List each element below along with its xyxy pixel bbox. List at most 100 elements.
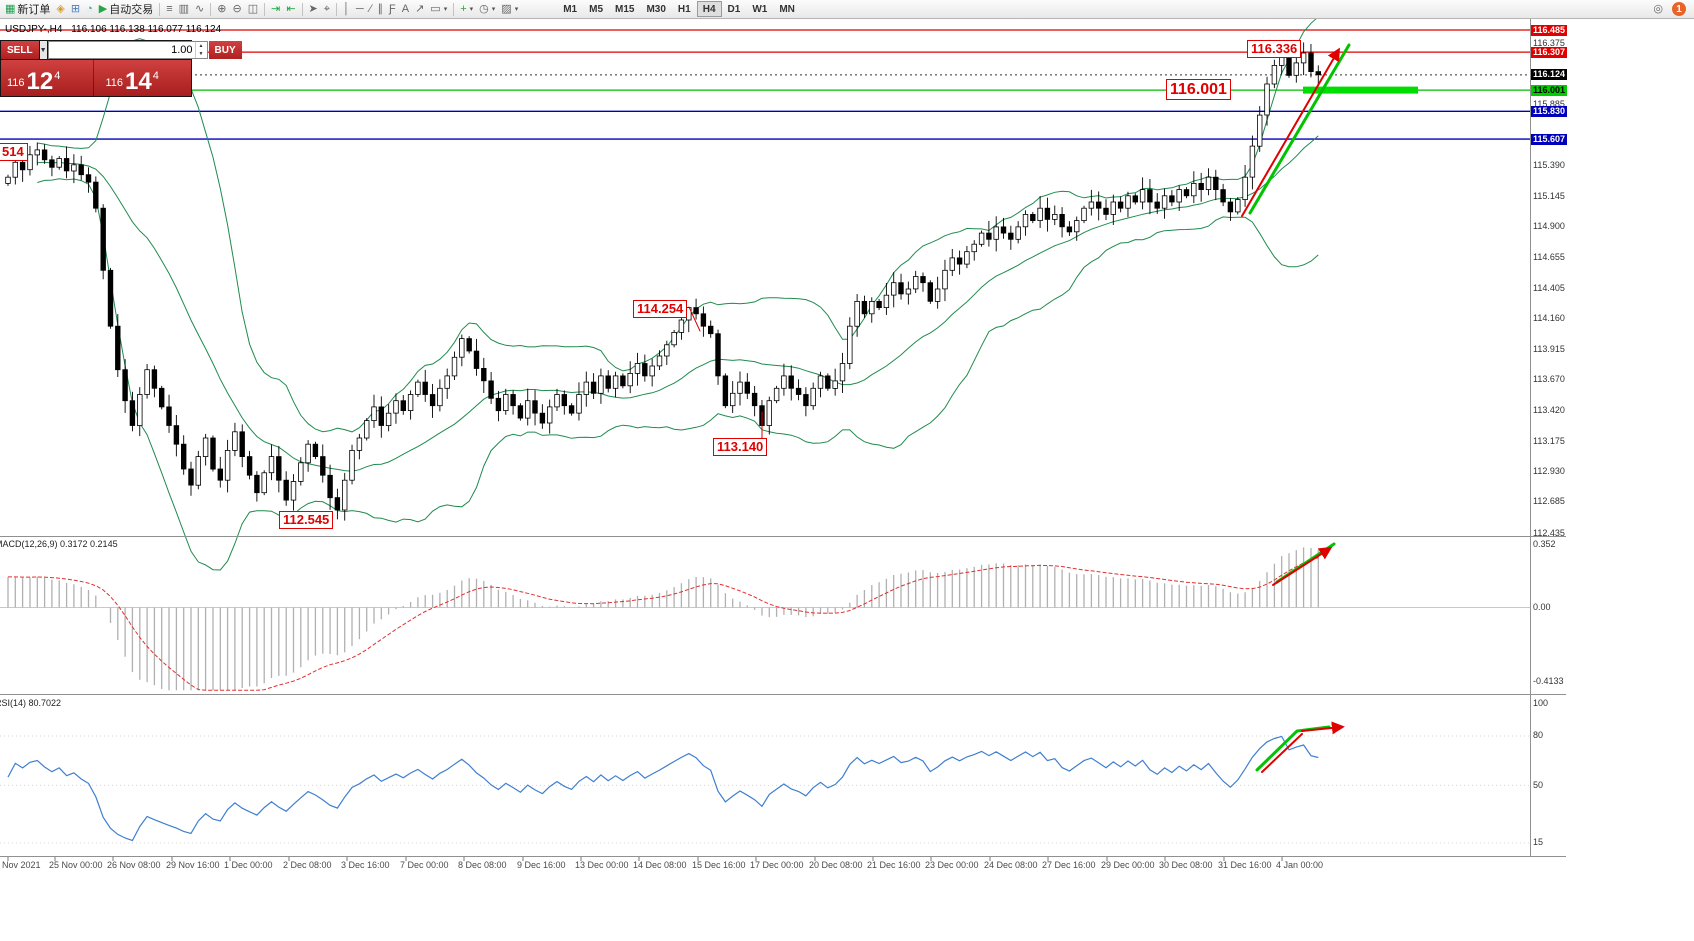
- timeframe-h4-button[interactable]: H4: [696, 1, 722, 17]
- timeframe-m5-button[interactable]: M5: [583, 1, 609, 17]
- candlestick-chart-icon: ▥: [178, 3, 190, 15]
- toolbar-separator: [301, 2, 303, 16]
- symbol-name: USDJPY-,H4: [5, 24, 63, 35]
- macd-layer: [0, 547, 1530, 691]
- periods-icon[interactable]: ◷ ▾: [476, 1, 498, 17]
- dropdown-arrow-icon[interactable]: ▾: [469, 6, 474, 13]
- volume-up-icon[interactable]: ▲: [198, 43, 204, 49]
- buy-price-sup: 4: [152, 70, 159, 82]
- arrow-object-icon[interactable]: ↗: [412, 1, 427, 17]
- one-click-trading-panel: SELL ▼ ▲ ▼ BUY 116 12 4 116 14 4: [0, 40, 242, 97]
- chart-shift-icon: ⇤: [286, 3, 296, 15]
- bollinger-bands-layer: [37, 16, 1319, 571]
- sell-price[interactable]: 116 12 4: [1, 60, 93, 96]
- auto-scroll-icon[interactable]: ⇥: [268, 1, 283, 17]
- toolbar-separator: [264, 2, 266, 16]
- toolbar-separator: [453, 2, 455, 16]
- sell-button[interactable]: SELL: [1, 41, 39, 59]
- auto-trading-button-icon: ▶: [98, 3, 108, 15]
- tile-windows-icon[interactable]: ◫: [245, 1, 261, 17]
- buy-price-prefix: 116: [105, 77, 124, 89]
- dropdown-arrow-icon[interactable]: ▾: [514, 6, 519, 13]
- bar-chart-icon: ≡: [166, 3, 173, 15]
- templates-icon[interactable]: ▨ ▾: [498, 1, 521, 17]
- buy-price-pips: 14: [125, 68, 152, 95]
- equidistant-channel-icon: ∥: [377, 3, 383, 15]
- tile-windows-icon: ◫: [247, 3, 259, 15]
- price-annotation[interactable]: 116.336: [1247, 40, 1302, 58]
- macd-label: MACD(12,26,9) 0.3172 0.2145: [0, 539, 118, 549]
- volume-input[interactable]: [48, 42, 195, 58]
- zoom-in-icon[interactable]: ⊕: [214, 1, 229, 17]
- line-chart-icon[interactable]: ∿: [192, 1, 207, 17]
- auto-trading-button[interactable]: ▶ 自动交易: [96, 1, 156, 17]
- symbol-ohlc-values: 116.106 116.138 116.077 116.124: [71, 24, 222, 35]
- zoom-out-icon[interactable]: ⊖: [229, 1, 244, 17]
- crosshair-icon: ⌖: [323, 3, 330, 15]
- trendline-icon: ∕: [369, 3, 372, 15]
- candles-layer: [5, 42, 1321, 521]
- alert-icon[interactable]: ◔: [83, 1, 96, 17]
- timeframe-m30-button[interactable]: M30: [640, 1, 671, 17]
- zoom-out-icon: ⊖: [232, 3, 242, 15]
- toolbar-separator: [210, 2, 212, 16]
- text-label-icon[interactable]: A: [399, 1, 412, 17]
- price-annotation[interactable]: 113.140: [713, 438, 768, 456]
- dropdown-arrow-icon[interactable]: ▾: [491, 6, 496, 13]
- horizontal-line-icon[interactable]: ─: [353, 1, 367, 17]
- cursor-icon[interactable]: ➤: [306, 1, 321, 17]
- timeframe-m15-button[interactable]: M15: [609, 1, 640, 17]
- buy-button[interactable]: BUY: [208, 41, 242, 59]
- trendline-icon[interactable]: ∕: [367, 1, 375, 17]
- timeframe-toolbar: M1 M5 M15 M30 H1 H4 D1 W1 MN: [557, 1, 801, 17]
- volume-spinner: ▲ ▼: [194, 42, 207, 58]
- bar-chart-icon[interactable]: ≡: [163, 1, 175, 17]
- toolbar: ▦ 新订单 ◈ ⊞ ◔ ▶ 自动交易 ≡ ▥ ∿ ⊕ ⊖ ◫ ⇥ ⇤ ➤ ⌖ │ ─ ∕ ∥ Ƒ A ↗ ▭ ▾ + ▾ ◷ ▾ ▨ ▾ M1…: [0, 0, 1694, 19]
- search-glyph: ◎: [1653, 3, 1663, 15]
- periods-icon: ◷: [479, 3, 489, 15]
- buy-price[interactable]: 116 14 4: [92, 60, 192, 96]
- sell-price-pips: 12: [26, 68, 54, 95]
- line-chart-icon: ∿: [195, 3, 205, 15]
- crosshair-icon[interactable]: ⌖: [321, 1, 333, 17]
- notification-badge[interactable]: 1: [1672, 2, 1686, 16]
- price-annotation[interactable]: 514: [0, 143, 28, 161]
- chart-shift-icon[interactable]: ⇤: [283, 1, 298, 17]
- indicators-add-icon[interactable]: + ▾: [457, 1, 476, 17]
- market-watch-icon[interactable]: ⊞: [68, 1, 83, 17]
- new-order-button[interactable]: ▦ 新订单: [2, 1, 53, 17]
- auto-scroll-icon: ⇥: [271, 3, 281, 15]
- toolbar-right: ◎ 1: [1650, 1, 1694, 17]
- fibonacci-icon: Ƒ: [388, 3, 396, 15]
- trend-arrows-layer: [688, 43, 1351, 773]
- dropdown-arrow-icon[interactable]: ▾: [443, 6, 448, 13]
- horizontal-line-icon: ─: [355, 3, 364, 15]
- timeframe-d1-button[interactable]: D1: [722, 1, 747, 17]
- volume-input-wrap: ▲ ▼: [47, 41, 208, 59]
- equidistant-channel-icon[interactable]: ∥: [374, 1, 386, 17]
- auto-trading-button-label: 自动交易: [109, 4, 154, 16]
- timeframe-m1-button[interactable]: M1: [557, 1, 583, 17]
- rsi-label: RSI(14) 80.7022: [0, 698, 62, 708]
- zoom-in-icon: ⊕: [217, 3, 227, 15]
- timeframe-mn-button[interactable]: MN: [773, 1, 801, 17]
- vertical-line-icon[interactable]: │: [340, 1, 353, 17]
- timeframe-w1-button[interactable]: W1: [746, 1, 773, 17]
- volume-down-icon[interactable]: ▼: [198, 51, 204, 57]
- candlestick-chart-icon[interactable]: ▥: [176, 1, 192, 17]
- chart-profile-icon[interactable]: ◈: [53, 1, 67, 17]
- new-order-button-icon: ▦: [5, 3, 16, 15]
- shapes-icon[interactable]: ▭ ▾: [427, 1, 450, 17]
- price-annotation[interactable]: 116.001: [1166, 79, 1231, 101]
- new-order-button-label: 新订单: [17, 4, 51, 16]
- price-annotation[interactable]: 114.254: [633, 300, 688, 318]
- search-icon[interactable]: ◎: [1650, 1, 1666, 17]
- sell-price-sup: 4: [54, 70, 61, 82]
- level-lines-layer: [0, 29, 1530, 140]
- volume-dropdown-icon[interactable]: ▼: [39, 41, 47, 59]
- fibonacci-icon[interactable]: Ƒ: [386, 1, 399, 17]
- sell-price-prefix: 116: [7, 77, 25, 89]
- timeframe-h1-button[interactable]: H1: [672, 1, 697, 17]
- price-annotation[interactable]: 112.545: [279, 511, 334, 529]
